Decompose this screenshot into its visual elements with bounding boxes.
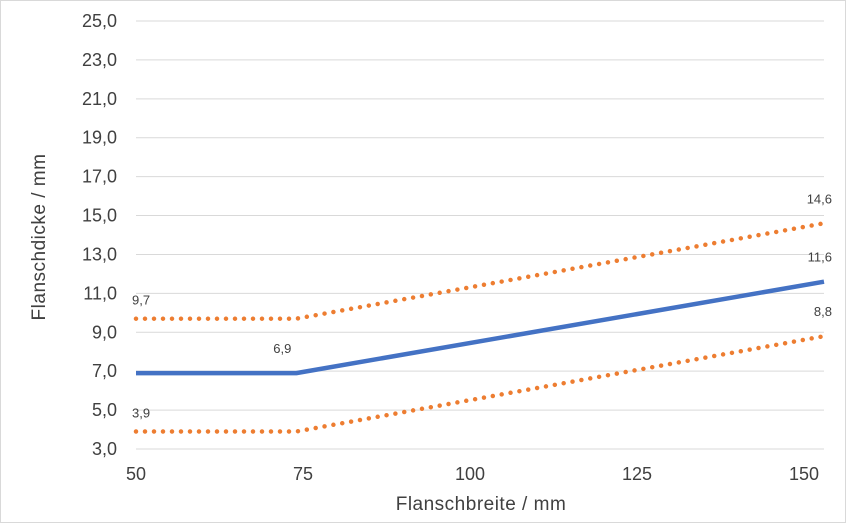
- y-tick-label: 5,0: [92, 400, 117, 420]
- gridlines: [136, 20, 824, 450]
- y-tick-label: 7,0: [92, 361, 117, 381]
- y-tick-label: 25,0: [82, 11, 117, 31]
- data-label: 9,7: [132, 293, 150, 308]
- x-tick-label: 125: [622, 464, 652, 484]
- series-lines: [133, 221, 827, 434]
- y-tick-label: 15,0: [82, 206, 117, 226]
- x-axis-title: Flanschbreite / mm: [396, 494, 567, 515]
- x-tick-label: 75: [293, 464, 313, 484]
- y-axis-ticks: 3,0 5,0 7,0 9,0 11,0 13,0 15,0 17,0 19,0 21,0 23,0…: [82, 11, 117, 459]
- series-line-2: [133, 221, 827, 321]
- x-tick-label: 50: [126, 464, 146, 484]
- series-line-1: [136, 279, 825, 376]
- data-label: 3,9: [132, 405, 150, 420]
- y-tick-label: 13,0: [82, 244, 117, 264]
- x-tick-label: 150: [789, 464, 819, 484]
- data-label: 14,6: [807, 191, 832, 206]
- y-tick-label: 9,0: [92, 322, 117, 342]
- y-tick-label: 21,0: [82, 89, 117, 109]
- y-tick-label: 11,0: [83, 283, 117, 303]
- y-axis-title: Flanschdicke / mm: [29, 154, 50, 321]
- data-labels: 6,9 11,6 9,7 14,6 3,9 8,8: [132, 191, 832, 420]
- y-tick-label: 3,0: [92, 439, 117, 459]
- y-tick-label: 23,0: [82, 50, 117, 70]
- data-label: 6,9: [273, 341, 291, 356]
- y-tick-label: 17,0: [82, 167, 117, 187]
- data-label: 11,6: [808, 250, 832, 265]
- series-line-3: [133, 333, 827, 434]
- y-tick-label: 19,0: [82, 128, 117, 148]
- x-axis-ticks: 50 75 100 125 150: [126, 464, 819, 484]
- data-label: 8,8: [814, 304, 832, 319]
- x-tick-label: 100: [455, 464, 485, 484]
